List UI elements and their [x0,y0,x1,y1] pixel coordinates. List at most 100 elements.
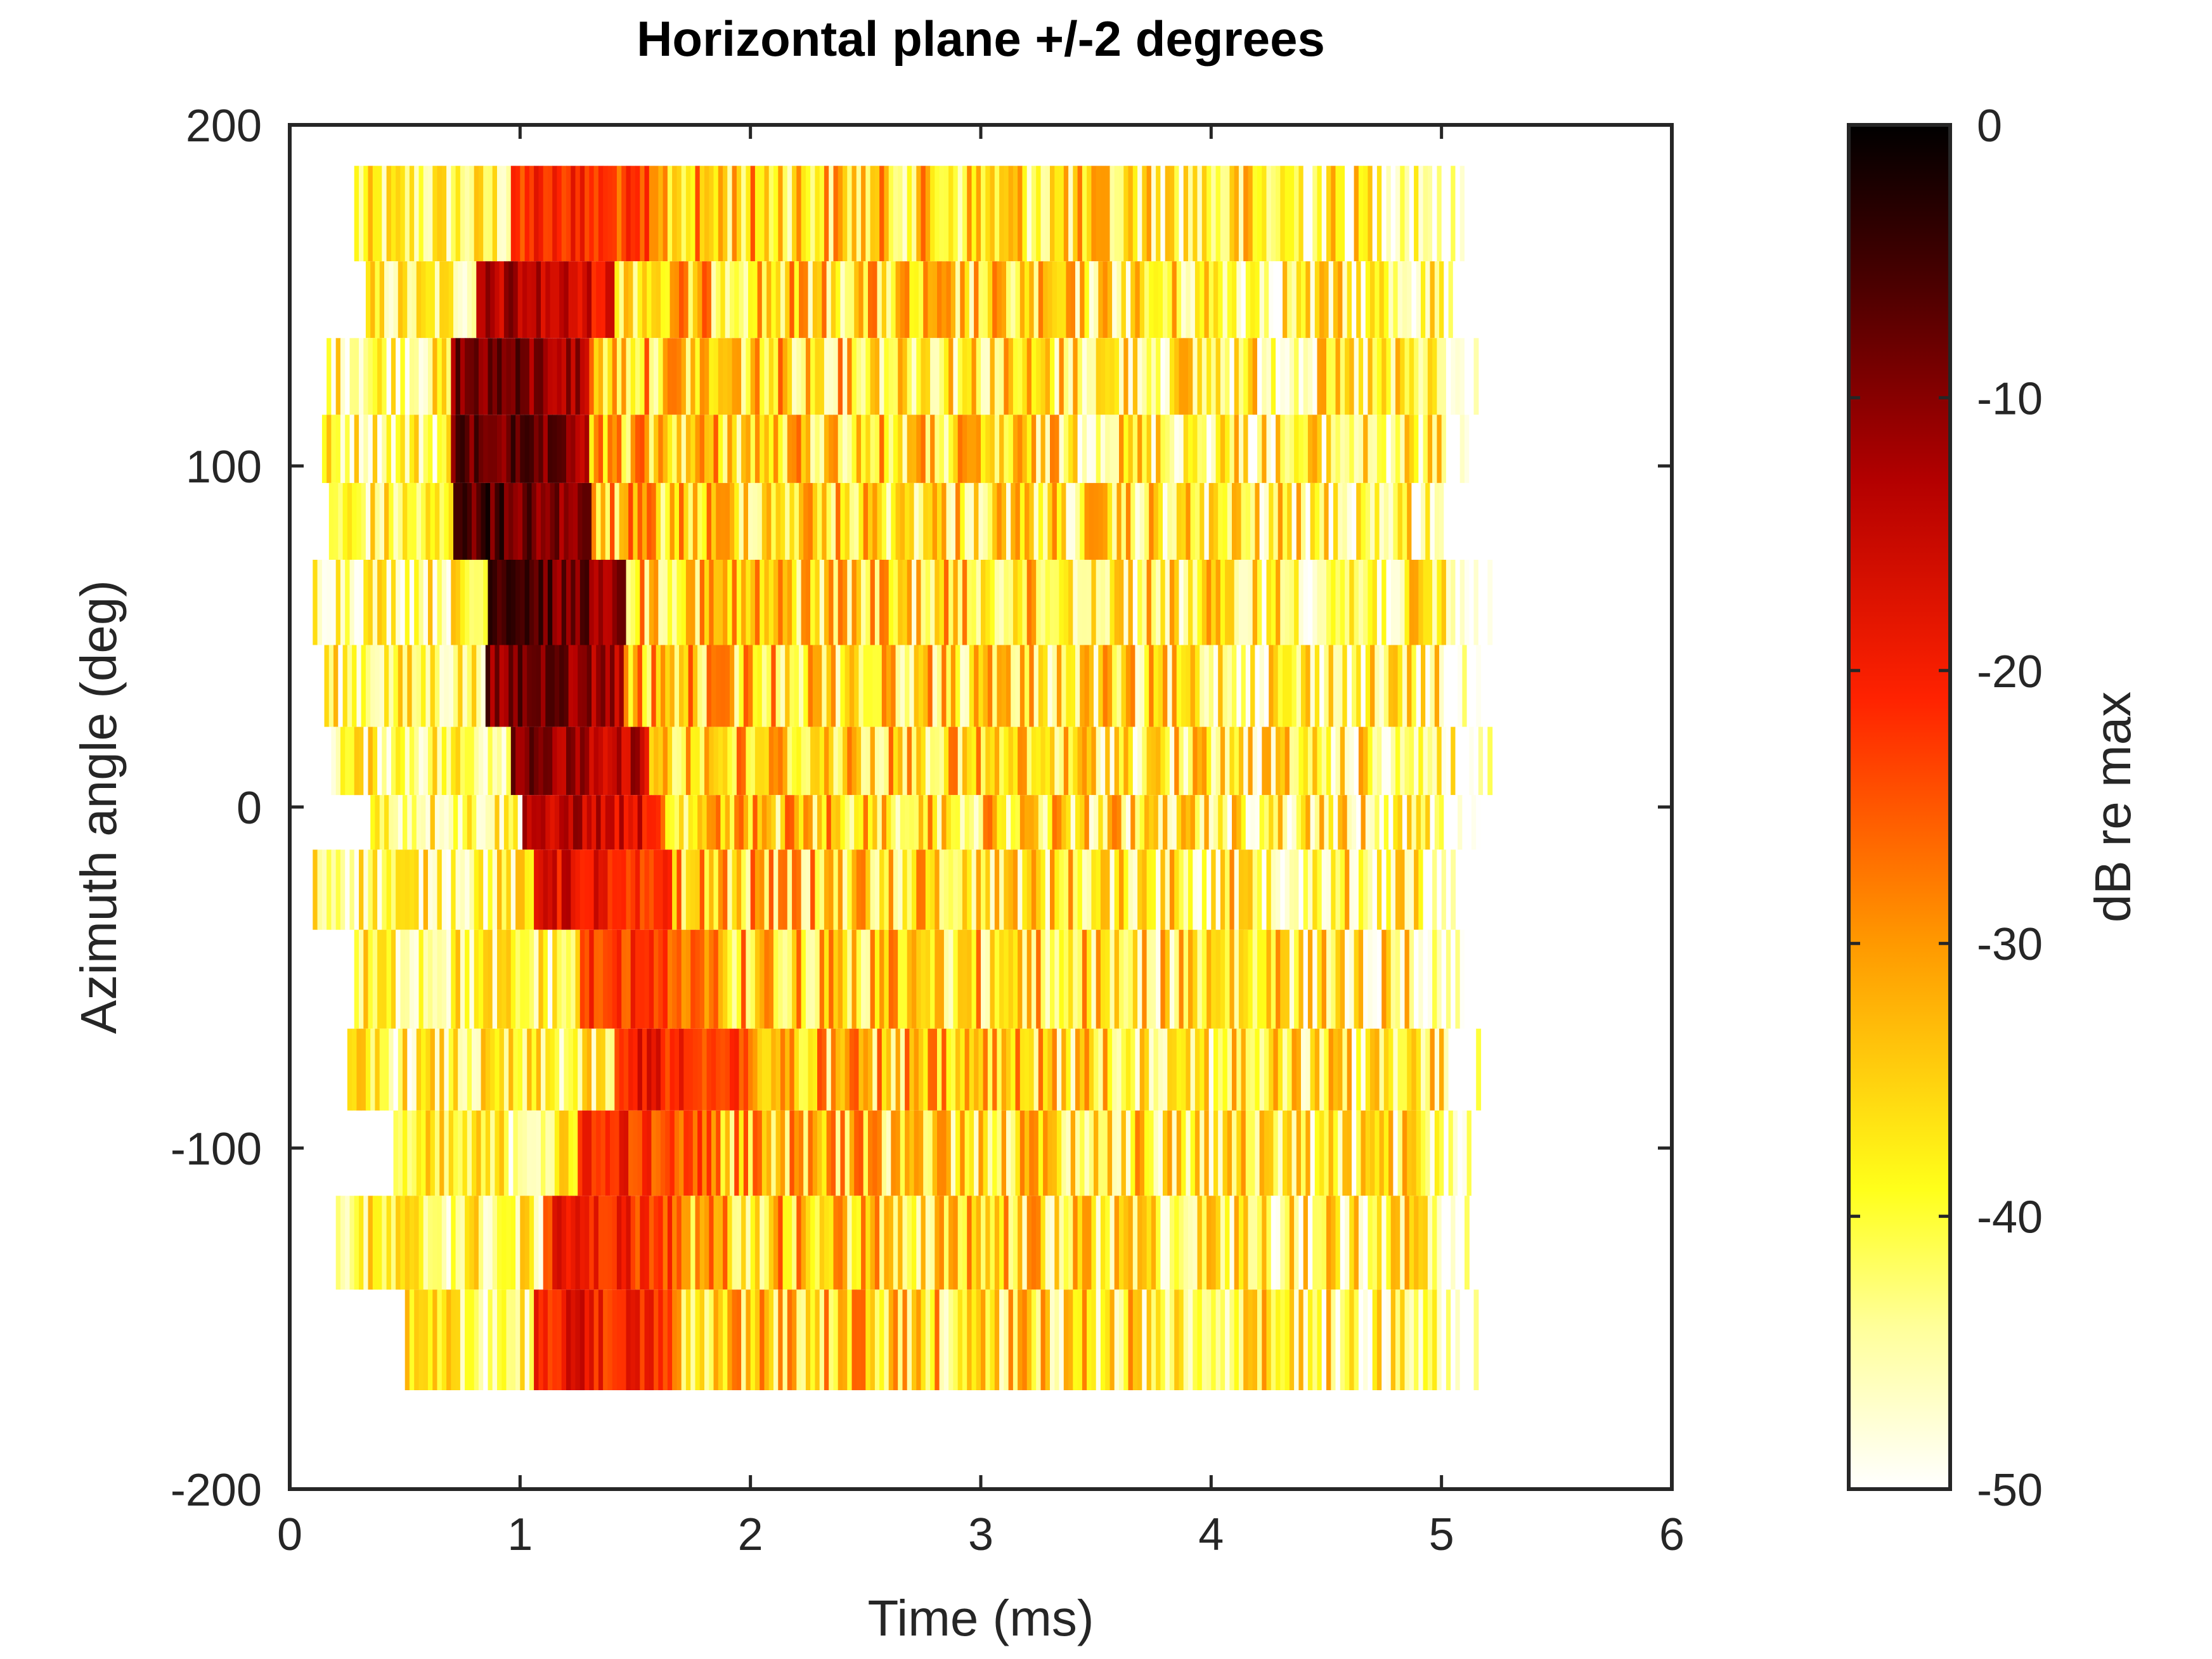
heatmap-cell [863,1028,869,1111]
heatmap-cell [1439,645,1444,727]
heatmap-cell [932,795,938,850]
heatmap-cell [810,849,815,930]
heatmap-cell [1200,795,1205,850]
heatmap-cell [1411,795,1417,850]
heatmap-cell [909,482,915,560]
heatmap-cell [1218,645,1224,727]
heatmap-cell [787,1196,792,1290]
heatmap-cell [506,338,512,415]
heatmap-cell [1326,560,1331,645]
heatmap-cell [760,849,765,930]
heatmap-cell [1061,645,1067,727]
heatmap-cell [649,849,654,930]
heatmap-cell [531,1110,537,1196]
heatmap-cell [1114,1196,1120,1290]
heatmap-cell [490,1110,495,1196]
heatmap-cell [423,560,429,645]
heatmap-cell [1446,338,1451,415]
heatmap-cell [1015,1110,1021,1196]
heatmap-cell [1238,338,1244,415]
heatmap-cell [1284,849,1290,930]
heatmap-cell [377,338,382,415]
heatmap-cell [720,795,726,850]
heatmap-cell [474,1196,479,1290]
heatmap-cell [665,261,671,339]
heatmap-cell [321,560,327,645]
heatmap-cell [534,560,539,645]
heatmap-cell [685,726,691,796]
heatmap-cell [877,261,883,339]
heatmap-cell [446,560,451,645]
colorbar-ticks: 0-10-20-30-40-50 [1849,101,2043,1516]
heatmap-cell [683,482,689,560]
heatmap-cell [1036,338,1042,415]
heatmap-cell [1340,415,1345,483]
heatmap-cell [939,165,945,262]
heatmap-cell [1331,165,1336,262]
heatmap-cell [1100,338,1106,415]
heatmap-cell [1335,1289,1341,1390]
heatmap-cell [760,165,765,262]
heatmap-cell [379,482,385,560]
heatmap-cell [513,1028,519,1111]
heatmap-cell [690,849,696,930]
heatmap-cell [1179,1289,1184,1390]
heatmap-cell [898,1289,903,1390]
heatmap-cell [1402,1110,1407,1196]
heatmap-cell [404,849,410,930]
heatmap-cell [672,415,677,483]
heatmap-cell [1418,165,1424,262]
heatmap-cell [423,1196,429,1290]
heatmap-cell [398,482,403,560]
heatmap-cell [1146,415,1152,483]
heatmap-cell [1321,929,1327,1029]
heatmap-cell [1200,1110,1205,1196]
heatmap-cell [1075,795,1080,850]
heatmap-cell [685,165,691,262]
heatmap-cell [1220,338,1226,415]
heatmap-cell [630,929,636,1029]
heatmap-cell [663,1289,668,1390]
heatmap-cell [1294,560,1299,645]
heatmap-cell [1326,929,1331,1029]
heatmap-cell [451,849,456,930]
heatmap-cell [741,415,746,483]
heatmap-cell [805,726,811,796]
heatmap-cell [571,1196,576,1290]
heatmap-cell [522,1110,527,1196]
heatmap-cell [895,1028,901,1111]
heatmap-cell [902,1289,908,1390]
heatmap-cell [750,165,756,262]
heatmap-cell [630,726,636,796]
heatmap-cell [633,261,638,339]
heatmap-cell [1091,560,1097,645]
heatmap-cell [1298,929,1304,1029]
heatmap-cell [520,560,526,645]
heatmap-cell [1252,165,1258,262]
heatmap-cell [462,1110,468,1196]
heatmap-cell [1441,929,1447,1029]
heatmap-cell [760,560,765,645]
heatmap-cell [552,415,558,483]
heatmap-cell [792,560,797,645]
heatmap-cell [716,1110,721,1196]
heatmap-cell [441,338,447,415]
heatmap-cell [981,849,986,930]
heatmap-cell [1271,560,1276,645]
heatmap-cell [1130,1110,1136,1196]
heatmap-cell [872,1110,878,1196]
heatmap-cell [1280,415,1286,483]
heatmap-cell [706,1110,712,1196]
heatmap-cell [566,726,571,796]
heatmap-cell [801,849,806,930]
heatmap-cell [1036,849,1042,930]
heatmap-cell [930,165,935,262]
heatmap-cell [389,795,394,850]
heatmap-cell [1070,1028,1076,1111]
heatmap-cell [1358,849,1364,930]
heatmap-cell [761,482,767,560]
heatmap-cell [623,1110,629,1196]
heatmap-cell [1128,560,1134,645]
heatmap-cell [1163,482,1168,560]
heatmap-cell [432,726,438,796]
